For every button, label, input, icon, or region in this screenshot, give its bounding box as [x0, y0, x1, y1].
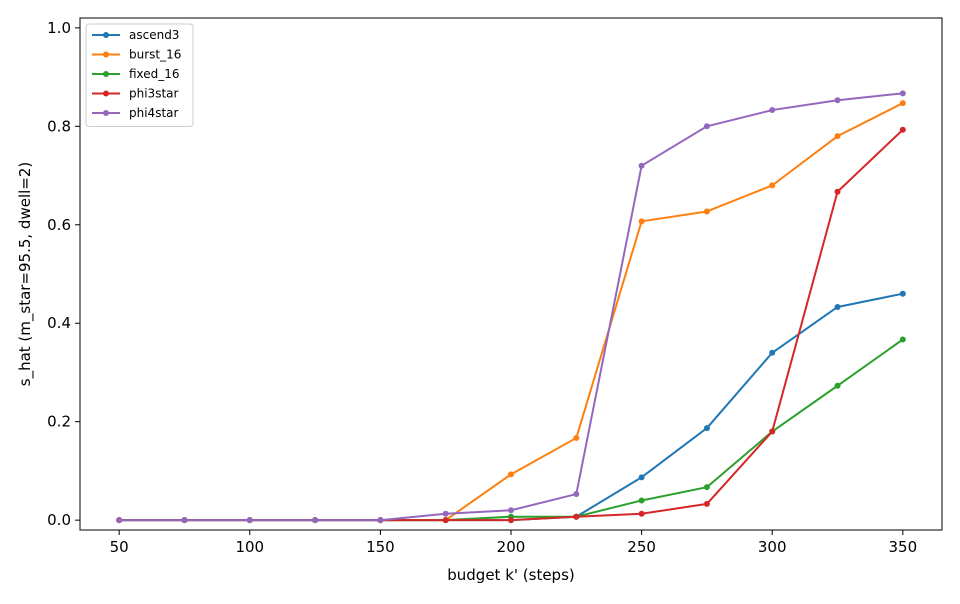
series-layer	[116, 90, 906, 524]
data-point	[834, 97, 841, 104]
legend-label: burst_16	[129, 48, 181, 62]
data-point	[703, 500, 710, 507]
data-point	[246, 517, 253, 524]
data-point	[703, 123, 710, 130]
y-tick-label: 0.6	[47, 216, 71, 234]
data-point	[769, 182, 776, 189]
legend-swatch-marker	[103, 32, 109, 38]
x-tick-label: 200	[497, 538, 526, 556]
y-tick-label: 0.0	[47, 511, 71, 529]
ticks-layer: 50 100 150 200 250 300 350 0.0 0.2 0.4 0.6 0.8 1.0	[47, 19, 917, 556]
legend-item: ascend3	[92, 28, 179, 42]
x-axis-label: budget k' (steps)	[447, 566, 575, 584]
plot-area	[80, 18, 942, 530]
data-point	[703, 425, 710, 432]
data-point	[834, 303, 841, 310]
data-point	[899, 126, 906, 133]
y-tick-label: 0.8	[47, 117, 71, 135]
y-tick-label: 1.0	[47, 19, 71, 37]
data-point	[508, 517, 514, 524]
legend-label: ascend3	[129, 28, 179, 42]
legend-swatch-marker	[103, 71, 109, 77]
data-point	[899, 100, 906, 107]
y-tick-label: 0.2	[47, 413, 71, 431]
y-tick-label: 0.4	[47, 314, 71, 332]
data-point	[899, 290, 906, 297]
data-point	[769, 428, 776, 435]
data-point	[573, 434, 580, 441]
legend-label: fixed_16	[129, 67, 180, 81]
x-tick-label: 250	[627, 538, 656, 556]
data-point	[508, 507, 514, 514]
x-tick-label: 150	[366, 538, 395, 556]
data-point	[834, 188, 841, 195]
data-point	[377, 517, 384, 524]
data-point	[573, 491, 580, 498]
plot-frame	[79, 17, 943, 531]
legend-item: phi3star	[92, 87, 179, 101]
data-point	[638, 162, 645, 169]
data-point	[703, 208, 710, 215]
data-point	[573, 513, 580, 520]
data-point	[442, 510, 449, 517]
data-point	[769, 107, 776, 114]
legend-swatch-marker	[103, 51, 109, 58]
data-point	[181, 517, 188, 524]
series-phi4star	[116, 90, 906, 524]
legend-label: phi3star	[129, 87, 179, 101]
legend: ascend3 burst_16 fixed_16 phi3star phi4star	[85, 23, 194, 127]
data-point	[769, 349, 776, 356]
data-point	[312, 517, 319, 524]
legend-swatch-marker	[103, 110, 109, 116]
data-point	[834, 382, 841, 389]
data-point	[899, 90, 906, 97]
x-tick-label: 350	[888, 538, 917, 556]
legend-item: phi4star	[92, 106, 179, 120]
x-tick-label: 50	[110, 538, 129, 556]
legend-swatch-marker	[103, 90, 109, 97]
data-point	[508, 471, 514, 478]
data-point	[116, 517, 123, 524]
data-point	[834, 133, 841, 140]
data-point	[638, 497, 645, 504]
data-point	[638, 510, 645, 517]
x-tick-label: 100	[235, 538, 264, 556]
data-point	[638, 218, 645, 225]
y-axis-label: s_hat (m_star=95.5, dwell=2)	[16, 162, 35, 387]
data-point	[442, 517, 449, 524]
data-point	[899, 336, 906, 343]
data-point	[703, 484, 710, 491]
legend-item: fixed_16	[92, 67, 180, 81]
data-point	[638, 474, 645, 481]
legend-item: burst_16	[92, 48, 181, 62]
legend-box	[85, 23, 194, 127]
x-tick-label: 300	[758, 538, 787, 556]
legend-label: phi4star	[129, 106, 179, 120]
